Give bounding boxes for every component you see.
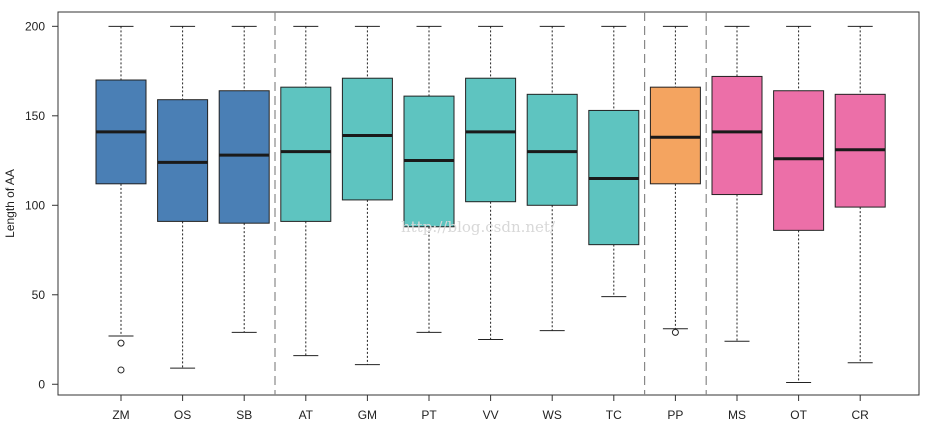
x-tick-label: PT (421, 408, 437, 422)
iqr-box (465, 77, 517, 203)
x-axis: ZM OS SB AT GM PT VV WS TC PP MS OT CR (112, 395, 869, 422)
box-pp (649, 25, 701, 336)
x-tick-label: MS (728, 408, 746, 422)
watermark-text: http://blog.csdn.net/ (401, 218, 556, 236)
box-at (280, 25, 332, 357)
iqr-box (711, 75, 763, 196)
box-ot (773, 25, 825, 383)
iqr-box (157, 99, 209, 222)
box-sb (218, 25, 270, 333)
outlier-point (671, 328, 679, 336)
x-tick-label: CR (852, 408, 870, 422)
x-tick-label: ZM (112, 408, 129, 422)
box-os (157, 25, 209, 369)
y-axis: 0 50 100 150 200 (25, 19, 58, 391)
box-zm (95, 25, 147, 374)
iqr-box (218, 90, 270, 224)
plot-frame (57, 11, 920, 396)
outlier-point (117, 339, 125, 347)
iqr-box (649, 86, 701, 185)
iqr-box (773, 90, 825, 231)
iqr-box (341, 77, 393, 201)
iqr-box (280, 86, 332, 222)
group-separators (274, 12, 707, 395)
y-tick-label: 50 (32, 288, 46, 302)
y-axis-title: Length of AA (3, 169, 17, 238)
x-tick-label: GM (358, 408, 377, 422)
box-vv (465, 25, 517, 341)
x-tick-label: VV (483, 408, 499, 422)
y-tick-label: 100 (25, 198, 45, 212)
box-ws (526, 25, 578, 332)
box-gm (341, 25, 393, 366)
y-tick-label: 0 (38, 377, 45, 391)
box-cr (834, 25, 886, 364)
box-ms (711, 25, 763, 342)
x-tick-label: OS (174, 408, 191, 422)
outlier-point (117, 366, 125, 374)
x-tick-label: AT (299, 408, 314, 422)
box-pt (403, 25, 455, 333)
y-tick-label: 200 (25, 19, 45, 33)
box-series (95, 25, 886, 383)
x-tick-label: SB (236, 408, 252, 422)
x-tick-label: PP (667, 408, 683, 422)
box-tc (588, 25, 640, 298)
x-tick-label: TC (606, 408, 622, 422)
x-tick-label: OT (790, 408, 807, 422)
iqr-box (526, 93, 578, 206)
y-tick-label: 150 (25, 109, 45, 123)
x-tick-label: WS (543, 408, 562, 422)
